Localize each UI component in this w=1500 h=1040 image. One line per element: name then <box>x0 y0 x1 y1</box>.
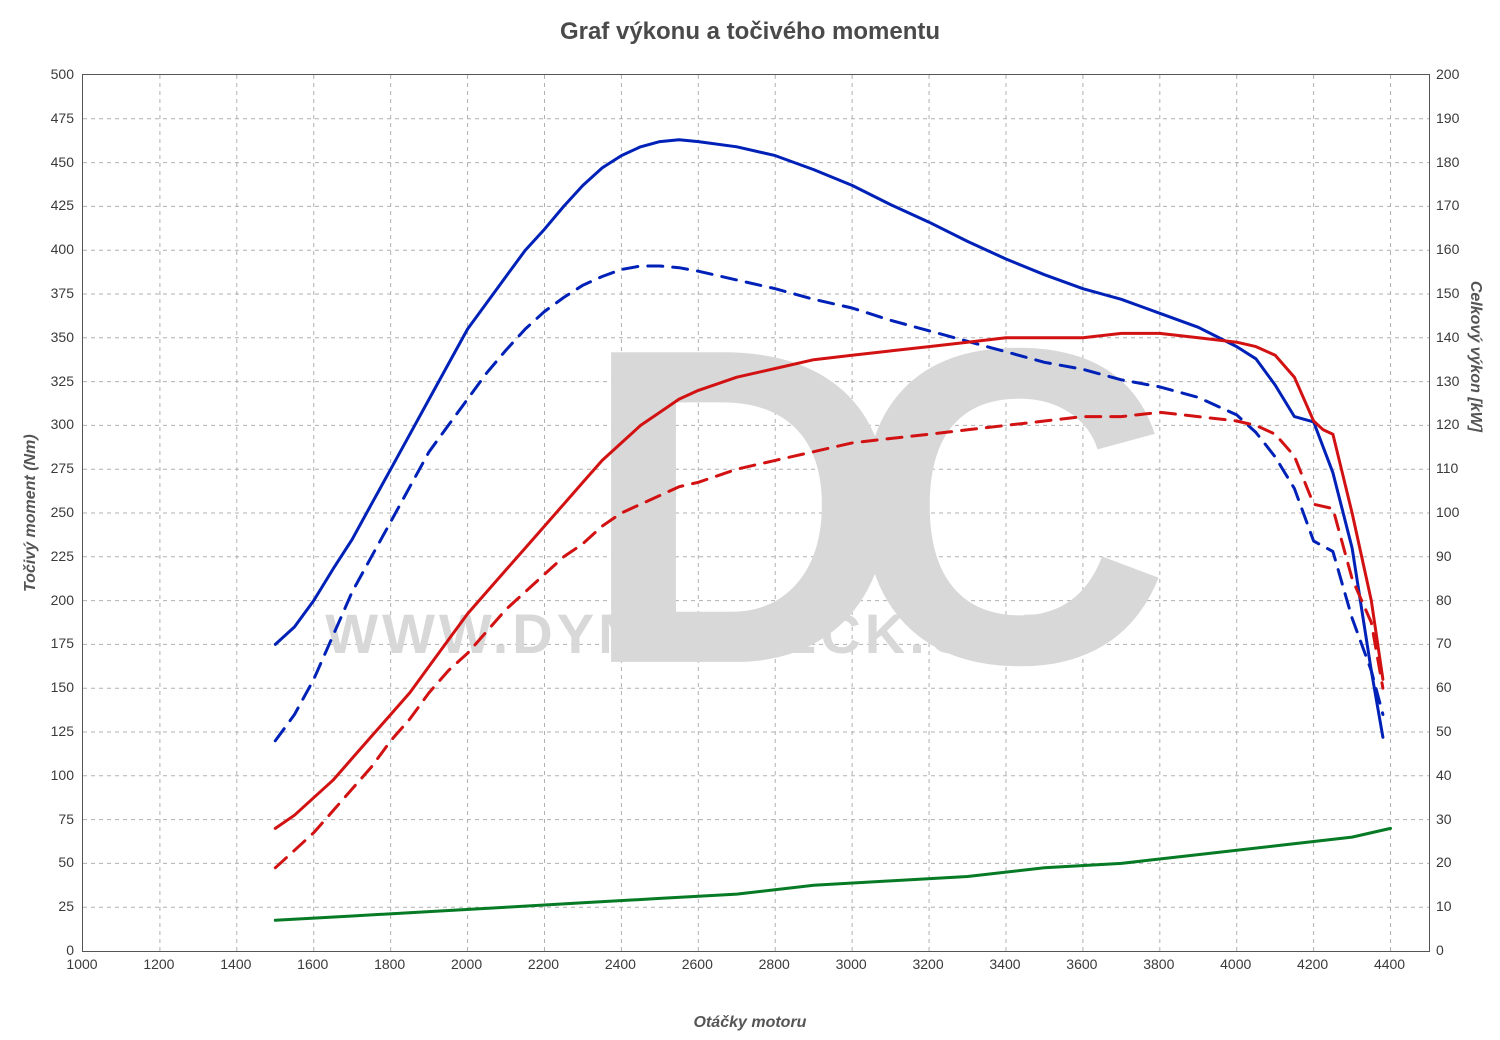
y-right-tick: 0 <box>1436 942 1444 958</box>
y-left-tick: 475 <box>51 110 74 126</box>
y-right-tick: 80 <box>1436 592 1452 608</box>
x-axis-label: Otáčky motoru <box>0 1014 1500 1032</box>
y-left-tick: 175 <box>51 635 74 651</box>
x-tick: 4200 <box>1297 956 1328 972</box>
y-left-tick: 275 <box>51 460 74 476</box>
y-left-tick: 225 <box>51 548 74 564</box>
y-right-tick: 40 <box>1436 767 1452 783</box>
y-right-tick: 130 <box>1436 373 1459 389</box>
y-left-tick: 150 <box>51 679 74 695</box>
x-tick: 1000 <box>66 956 97 972</box>
x-tick: 3600 <box>1066 956 1097 972</box>
x-tick: 3400 <box>989 956 1020 972</box>
y-left-tick: 200 <box>51 592 74 608</box>
y-left-axis-label: Točivý moment (Nm) <box>22 434 40 592</box>
y-right-tick: 100 <box>1436 504 1459 520</box>
y-left-tick: 425 <box>51 197 74 213</box>
x-tick: 2400 <box>605 956 636 972</box>
y-right-tick: 190 <box>1436 110 1459 126</box>
y-right-tick: 20 <box>1436 854 1452 870</box>
y-left-tick: 450 <box>51 154 74 170</box>
y-right-tick: 50 <box>1436 723 1452 739</box>
y-right-tick: 170 <box>1436 197 1459 213</box>
x-tick: 1400 <box>220 956 251 972</box>
y-left-tick: 325 <box>51 373 74 389</box>
y-left-tick: 0 <box>66 942 74 958</box>
y-right-tick: 120 <box>1436 416 1459 432</box>
x-tick: 2000 <box>451 956 482 972</box>
plot-area: DCWWW.DYNOCHECK.COM <box>82 74 1430 952</box>
x-tick: 1800 <box>374 956 405 972</box>
y-right-tick: 160 <box>1436 241 1459 257</box>
y-right-tick: 150 <box>1436 285 1459 301</box>
y-right-tick: 60 <box>1436 679 1452 695</box>
y-right-tick: 30 <box>1436 811 1452 827</box>
y-left-tick: 125 <box>51 723 74 739</box>
x-tick: 3800 <box>1143 956 1174 972</box>
y-left-tick: 50 <box>58 854 74 870</box>
series-loss_power <box>275 828 1390 920</box>
x-tick: 4400 <box>1374 956 1405 972</box>
x-tick: 2200 <box>528 956 559 972</box>
y-left-tick: 25 <box>58 898 74 914</box>
y-left-tick: 75 <box>58 811 74 827</box>
x-tick: 1600 <box>297 956 328 972</box>
x-tick: 2800 <box>759 956 790 972</box>
y-right-tick: 110 <box>1436 460 1458 476</box>
y-right-tick: 10 <box>1436 898 1452 914</box>
chart-title: Graf výkonu a točivého momentu <box>0 18 1500 46</box>
x-tick: 3200 <box>912 956 943 972</box>
y-right-tick: 90 <box>1436 548 1452 564</box>
y-left-tick: 350 <box>51 329 74 345</box>
y-right-tick: 70 <box>1436 635 1452 651</box>
y-left-tick: 250 <box>51 504 74 520</box>
x-tick: 3000 <box>836 956 867 972</box>
x-tick: 1200 <box>143 956 174 972</box>
y-left-tick: 400 <box>51 241 74 257</box>
y-right-tick: 200 <box>1436 66 1459 82</box>
y-left-tick: 375 <box>51 285 74 301</box>
x-tick: 4000 <box>1220 956 1251 972</box>
y-right-tick: 180 <box>1436 154 1459 170</box>
x-tick: 2600 <box>682 956 713 972</box>
y-left-tick: 100 <box>51 767 74 783</box>
y-right-tick: 140 <box>1436 329 1459 345</box>
y-left-tick: 300 <box>51 416 74 432</box>
y-left-tick: 500 <box>51 66 74 82</box>
watermark-dc: DC <box>581 256 1162 758</box>
chart-container: Graf výkonu a točivého momentu Otáčky mo… <box>0 0 1500 1040</box>
y-right-axis-label: Celkový výkon [kW] <box>1466 281 1484 432</box>
